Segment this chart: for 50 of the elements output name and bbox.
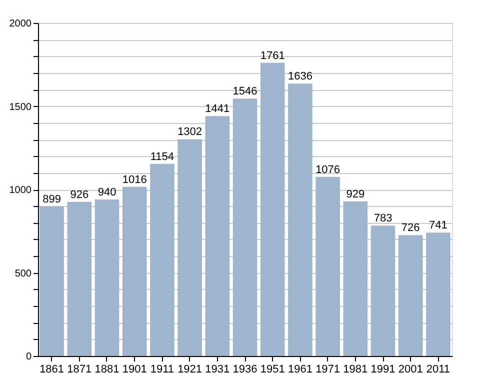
bar <box>232 98 258 356</box>
data-label: 1154 <box>150 150 174 163</box>
y-tick-label: 500 <box>14 268 32 280</box>
x-tick-label: 1936 <box>232 364 258 373</box>
y-tick-label: 0 <box>26 352 32 362</box>
bar <box>150 164 174 356</box>
y-tick-label: 1000 <box>9 185 32 196</box>
data-label: 1302 <box>178 126 202 138</box>
x-tick-label: 1951 <box>260 364 285 373</box>
x-tick-label: 1881 <box>94 364 120 373</box>
bar <box>67 202 92 356</box>
x-tick-label: 1931 <box>205 364 230 373</box>
bar <box>178 139 202 356</box>
data-label: 741 <box>429 220 448 232</box>
bar <box>398 235 423 356</box>
x-tick-label: 1901 <box>122 364 147 373</box>
data-label: 899 <box>42 193 61 206</box>
data-label: 926 <box>70 188 89 201</box>
bar <box>122 186 147 356</box>
bar <box>40 206 64 356</box>
bar <box>260 62 285 356</box>
x-tick-label: 1961 <box>288 364 312 373</box>
data-label: 940 <box>98 186 116 198</box>
data-label: 1546 <box>232 86 258 98</box>
x-tick-label: 1871 <box>67 364 92 373</box>
data-label: 783 <box>374 212 392 225</box>
x-tick-label: 1981 <box>343 364 368 373</box>
y-tick-label: 2000 <box>9 18 32 30</box>
bar <box>426 232 450 356</box>
x-tick-label: 1921 <box>178 364 202 373</box>
x-tick-label: 1971 <box>316 364 340 373</box>
data-label: 1016 <box>122 174 147 186</box>
bar <box>343 201 368 356</box>
bar <box>205 116 230 356</box>
x-tick-label: 2001 <box>398 364 423 373</box>
y-tick-label: 1500 <box>9 102 32 113</box>
bar <box>370 226 396 356</box>
data-label: 726 <box>401 222 420 234</box>
x-tick-label: 1861 <box>40 364 64 373</box>
data-label: 1076 <box>316 164 340 176</box>
data-label: 1761 <box>260 50 285 62</box>
x-tick-label: 1991 <box>370 364 396 373</box>
bar <box>316 176 340 356</box>
data-label: 1636 <box>288 70 312 83</box>
bar <box>288 84 312 356</box>
x-tick-label: 1911 <box>150 364 174 373</box>
data-label: 1441 <box>205 103 230 116</box>
bar <box>94 199 120 356</box>
data-label: 929 <box>346 188 365 200</box>
x-tick-label: 2011 <box>426 364 450 373</box>
